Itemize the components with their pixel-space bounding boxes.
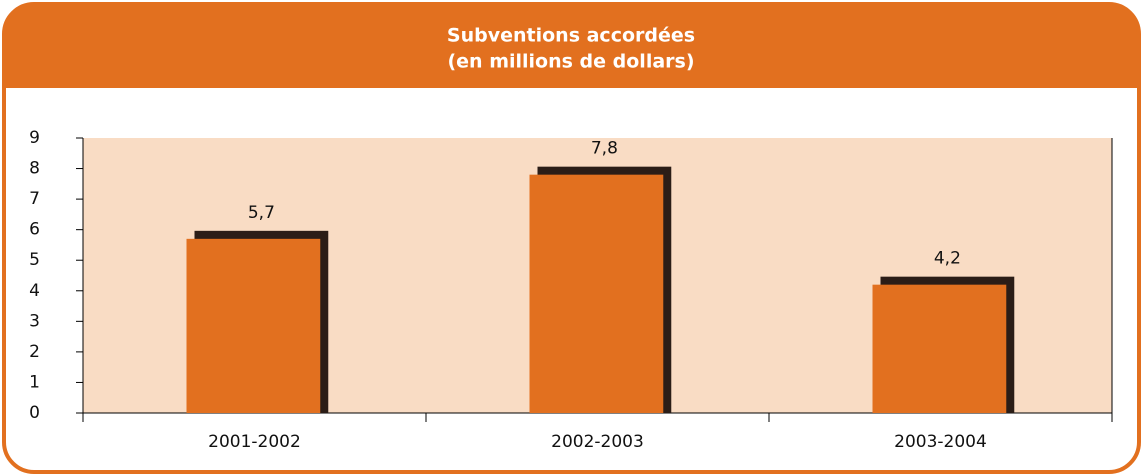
bar (186, 238, 321, 413)
y-tick-label: 0 (29, 403, 40, 423)
y-tick-label: 7 (29, 189, 40, 209)
y-tick-label: 5 (29, 250, 40, 270)
value-label: 5,7 (248, 203, 275, 223)
y-tick-label: 1 (29, 372, 40, 392)
chart-subtitle: (en millions de dollars) (447, 51, 694, 73)
x-tick-label: 2002-2003 (551, 432, 644, 452)
y-tick-label: 6 (29, 220, 40, 240)
y-tick-label: 8 (29, 159, 40, 179)
value-label: 4,2 (934, 249, 961, 269)
value-label: 7,8 (591, 139, 618, 159)
y-tick-label: 4 (29, 281, 40, 301)
y-tick-label: 2 (29, 342, 40, 362)
x-tick-label: 2003-2004 (894, 432, 987, 452)
bar (529, 174, 664, 413)
x-tick-label: 2001-2002 (208, 432, 301, 452)
y-tick-label: 3 (29, 311, 40, 331)
bar (872, 284, 1007, 413)
panel-header (4, 4, 1139, 88)
chart-title: Subventions accordées (447, 25, 695, 47)
y-tick-label: 9 (29, 128, 40, 148)
